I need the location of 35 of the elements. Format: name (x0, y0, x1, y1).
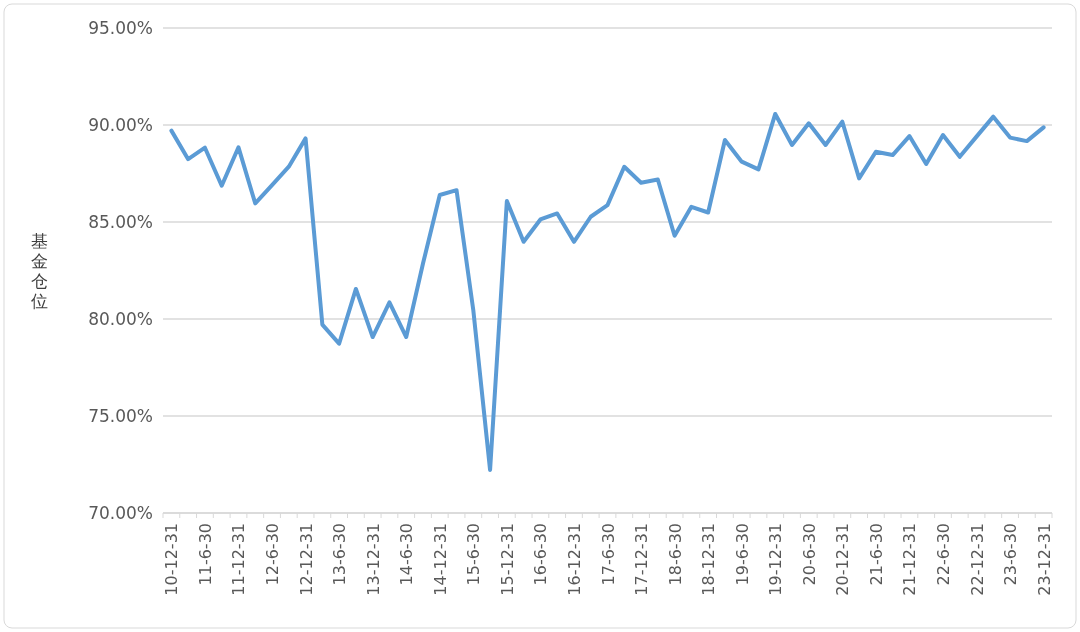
x-tick-label: 17-12-31 (632, 523, 652, 596)
line-series (169, 111, 1046, 472)
x-tick-label: 10-12-31 (162, 523, 182, 596)
x-tick-label: 13-12-31 (363, 523, 383, 596)
y-axis-title: 基金仓位 (30, 230, 48, 311)
x-tick-label: 12-12-31 (296, 523, 316, 596)
y-tick-label: 90.00% (88, 115, 153, 135)
x-tick-label: 22-6-30 (933, 523, 953, 586)
x-tick-label: 14-6-30 (397, 523, 417, 586)
x-tick-label: 11-12-31 (229, 523, 249, 596)
y-tick-label: 85.00% (88, 212, 153, 232)
x-tick-label: 21-12-31 (900, 523, 920, 596)
x-tick-label: 23-12-31 (1034, 523, 1054, 596)
x-tick-label: 23-6-30 (1001, 523, 1021, 586)
x-tick-label: 13-6-30 (330, 523, 350, 586)
x-tick-label: 14-12-31 (430, 523, 450, 596)
x-tick-label: 22-12-31 (967, 523, 987, 596)
y-tick-label: 95.00% (88, 18, 153, 38)
x-tick-label: 20-12-31 (833, 523, 853, 596)
y-tick-label: 70.00% (88, 503, 153, 523)
x-tick-label: 18-12-31 (699, 523, 719, 596)
x-tick-label: 15-6-30 (464, 523, 484, 586)
x-tick-label: 19-12-31 (766, 523, 786, 596)
y-tick-label: 80.00% (88, 309, 153, 329)
x-tick-label: 16-12-31 (564, 523, 584, 596)
x-tick-label: 19-6-30 (732, 523, 752, 586)
x-tick-label: 18-6-30 (665, 523, 685, 586)
x-tick-label: 21-6-30 (866, 523, 886, 586)
x-tick-label: 17-6-30 (598, 523, 618, 586)
x-tick-label: 12-6-30 (263, 523, 283, 586)
y-tick-label: 75.00% (88, 406, 153, 426)
x-tick-label: 20-6-30 (799, 523, 819, 586)
x-tick-label: 16-6-30 (531, 523, 551, 586)
x-tick-label: 15-12-31 (497, 523, 517, 596)
x-tick-label: 11-6-30 (195, 523, 215, 586)
